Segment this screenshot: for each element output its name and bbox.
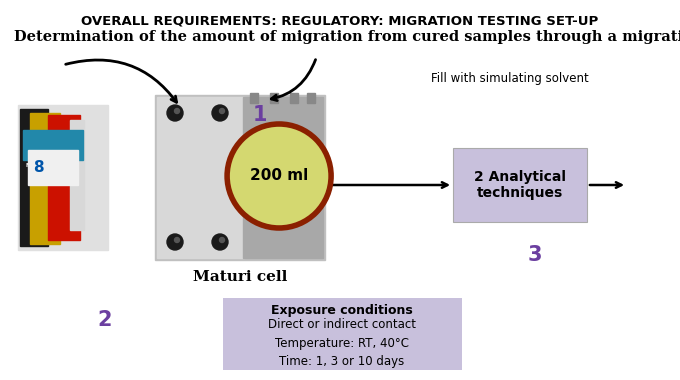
Circle shape [175,109,180,114]
Circle shape [175,238,180,242]
Circle shape [212,105,228,121]
FancyBboxPatch shape [223,298,462,370]
Text: Determination of the amount of migration from cured samples through a migration : Determination of the amount of migration… [14,30,680,44]
Text: KitKat: KitKat [54,168,73,173]
Bar [48,115,80,240]
Bar [70,120,84,230]
Circle shape [220,238,224,242]
Text: 2: 2 [98,310,112,330]
Text: 8: 8 [33,160,44,174]
Text: 2 Analytical
techniques: 2 Analytical techniques [474,170,566,200]
Circle shape [220,109,224,114]
Text: Maturi cell: Maturi cell [193,270,287,284]
Text: OVERALL REQUIREMENTS: REGULATORY: MIGRATION TESTING SET-UP: OVERALL REQUIREMENTS: REGULATORY: MIGRAT… [82,14,598,27]
Bar [307,93,316,103]
Circle shape [167,105,183,121]
Text: Direct or indirect contact
Temperature: RT, 40°C
Time: 1, 3 or 10 days: Direct or indirect contact Temperature: … [268,318,416,368]
Bar [18,105,108,250]
Bar [23,130,83,160]
Text: NESCAFÉ
GOLD: NESCAFÉ GOLD [26,163,54,173]
Bar [30,113,60,244]
Bar [270,93,278,103]
Bar [243,97,323,258]
Bar [20,109,48,246]
Text: 200 ml: 200 ml [250,168,308,184]
Circle shape [212,234,228,250]
FancyBboxPatch shape [453,148,587,222]
Text: Fill with simulating solvent: Fill with simulating solvent [431,72,589,85]
Bar [155,95,325,260]
Bar [290,93,299,103]
Circle shape [227,124,331,228]
Text: Exposure conditions: Exposure conditions [271,304,413,317]
Bar [250,93,258,103]
Text: 1: 1 [253,105,268,125]
Text: 3: 3 [528,245,542,265]
Bar [157,97,245,258]
Circle shape [167,234,183,250]
Bar [28,150,78,185]
